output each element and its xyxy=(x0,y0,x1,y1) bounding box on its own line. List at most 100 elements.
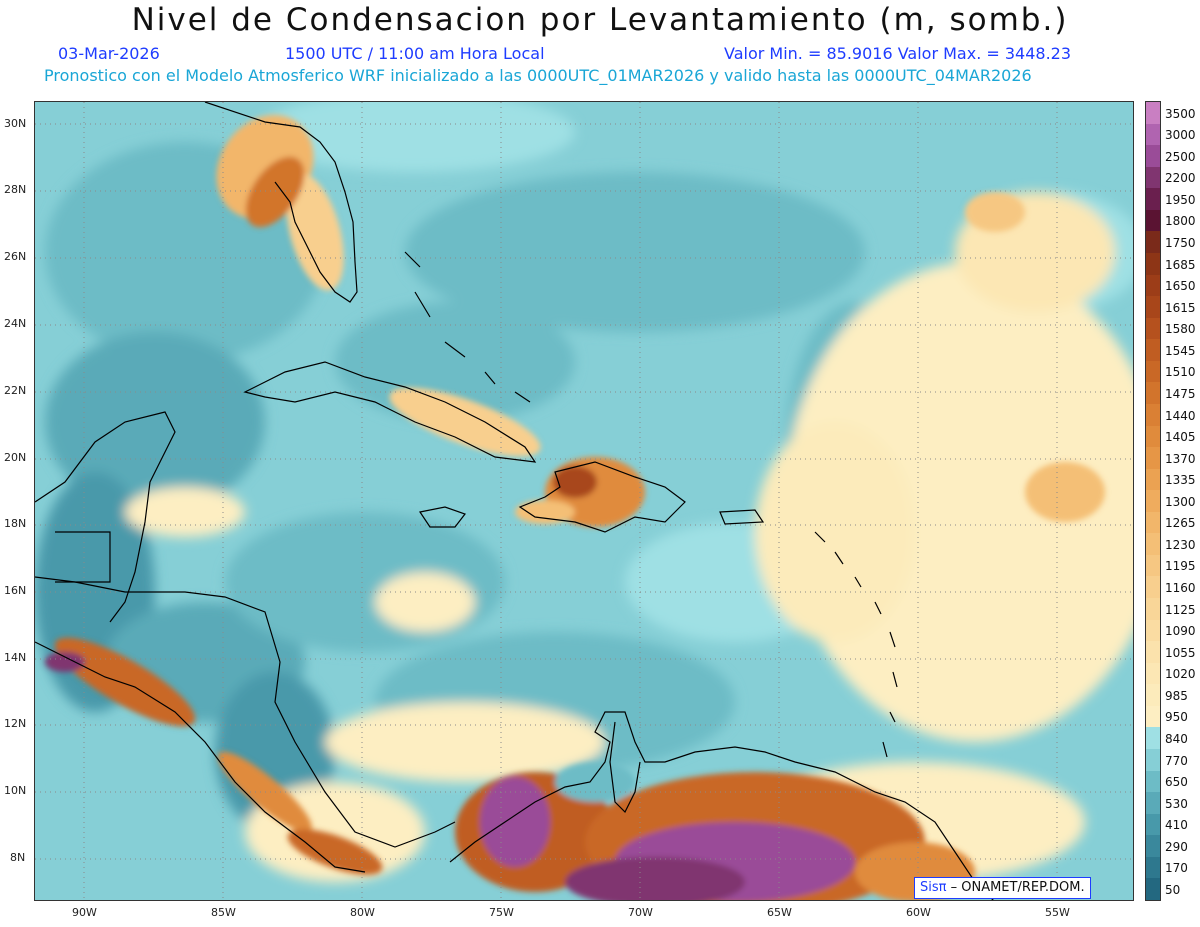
color-scale-cell xyxy=(1146,511,1160,534)
color-scale-cell xyxy=(1146,123,1160,146)
color-scale-cell xyxy=(1146,360,1160,383)
lcl-field-map xyxy=(35,102,1133,900)
color-scale-cell xyxy=(1146,447,1160,470)
color-scale-cell xyxy=(1146,166,1160,189)
color-scale-label: 1750 xyxy=(1165,235,1196,250)
color-scale-label: 1195 xyxy=(1165,559,1196,574)
color-scale-cell xyxy=(1146,339,1160,362)
color-scale-label: 2200 xyxy=(1165,171,1196,186)
color-scale-label: 3500 xyxy=(1165,106,1196,121)
lat-label: 12N xyxy=(4,717,27,730)
color-scale-cell xyxy=(1146,209,1160,232)
lon-label: 65W xyxy=(767,906,792,919)
color-scale-label: 1800 xyxy=(1165,214,1196,229)
color-scale-cell xyxy=(1146,598,1160,621)
forecast-date: 03-Mar-2026 xyxy=(58,44,160,63)
color-scale-label: 840 xyxy=(1165,732,1188,747)
color-scale-cell xyxy=(1146,813,1160,836)
color-scale-cell xyxy=(1146,403,1160,426)
lat-label: 28N xyxy=(4,183,27,196)
color-scale-label: 1475 xyxy=(1165,386,1196,401)
lon-label: 60W xyxy=(906,906,931,919)
color-scale-label: 1510 xyxy=(1165,365,1196,380)
color-scale-cell xyxy=(1146,770,1160,793)
lat-label: 18N xyxy=(4,517,27,530)
color-scale-label: 3000 xyxy=(1165,128,1196,143)
color-scale-cell xyxy=(1146,425,1160,448)
color-scale-label: 1230 xyxy=(1165,537,1196,552)
color-scale-cell xyxy=(1146,835,1160,858)
color-scale-cell xyxy=(1146,619,1160,642)
color-scale-cell xyxy=(1146,274,1160,297)
color-scale-cell xyxy=(1146,684,1160,707)
color-scale-label: 1055 xyxy=(1165,645,1196,660)
coastlines xyxy=(35,102,994,900)
color-scale-label: 290 xyxy=(1165,839,1188,854)
min-max-values: Valor Min. = 85.9016 Valor Max. = 3448.2… xyxy=(724,44,1072,63)
color-scale-cell xyxy=(1146,749,1160,772)
color-scale-label: 1545 xyxy=(1165,343,1196,358)
color-scale-label: 1160 xyxy=(1165,581,1196,596)
lon-label: 55W xyxy=(1045,906,1070,919)
color-scale-cell xyxy=(1146,317,1160,340)
lat-label: 20N xyxy=(4,451,27,464)
color-scale-label: 650 xyxy=(1165,775,1188,790)
color-scale-label: 950 xyxy=(1165,710,1188,725)
color-scale-cell xyxy=(1146,856,1160,879)
color-scale-cell xyxy=(1146,554,1160,577)
map-title: Nivel de Condensacion por Levantamiento … xyxy=(131,2,1069,38)
model-info: Pronostico con el Modelo Atmosferico WRF… xyxy=(44,66,1032,85)
lon-label: 80W xyxy=(350,906,375,919)
color-scale-cell xyxy=(1146,662,1160,685)
color-scale-cell xyxy=(1146,231,1160,254)
color-scale-label: 530 xyxy=(1165,796,1188,811)
lat-label: 16N xyxy=(4,584,27,597)
credit-badge: Sisπ – ONAMET/REP.DOM. xyxy=(914,877,1091,899)
color-scale-cell xyxy=(1146,727,1160,750)
color-scale-cell xyxy=(1146,878,1160,901)
color-scale-cell xyxy=(1146,468,1160,491)
lon-label: 75W xyxy=(489,906,514,919)
lon-label: 90W xyxy=(72,906,97,919)
sispi-logo: Sisπ xyxy=(920,880,947,895)
color-scale-label: 1335 xyxy=(1165,473,1196,488)
color-scale-label: 1125 xyxy=(1165,602,1196,617)
lon-label: 85W xyxy=(211,906,236,919)
color-scale-cell xyxy=(1146,252,1160,276)
lat-label: 8N xyxy=(10,851,26,864)
color-scale-cell xyxy=(1146,382,1160,405)
color-scale-label: 1405 xyxy=(1165,430,1196,445)
color-scale-label: 2500 xyxy=(1165,149,1196,164)
color-scale-label: 770 xyxy=(1165,753,1188,768)
color-scale-bar xyxy=(1145,101,1161,901)
color-scale-label: 1440 xyxy=(1165,408,1196,423)
color-scale-label: 410 xyxy=(1165,818,1188,833)
lat-label: 10N xyxy=(4,784,27,797)
forecast-time: 1500 UTC / 11:00 am Hora Local xyxy=(285,44,545,63)
color-scale-cell xyxy=(1146,792,1160,815)
color-scale-label: 1370 xyxy=(1165,451,1196,466)
color-scale-label: 985 xyxy=(1165,688,1188,703)
color-scale-label: 1265 xyxy=(1165,516,1196,531)
color-scale-cell xyxy=(1146,102,1160,125)
color-scale-cell xyxy=(1146,576,1160,599)
color-scale-cell xyxy=(1146,705,1160,728)
lon-label: 70W xyxy=(628,906,653,919)
color-scale-cell xyxy=(1146,188,1160,211)
color-scale-label: 170 xyxy=(1165,861,1188,876)
color-scale-label: 1090 xyxy=(1165,624,1196,639)
color-scale-label: 50 xyxy=(1165,883,1181,897)
color-scale-cell xyxy=(1146,641,1160,664)
color-scale-label: 1020 xyxy=(1165,667,1196,682)
credit-text: – ONAMET/REP.DOM. xyxy=(950,880,1085,895)
lat-label: 14N xyxy=(4,651,27,664)
color-scale-label: 1615 xyxy=(1165,300,1196,315)
color-scale-cell xyxy=(1146,145,1160,168)
lat-label: 24N xyxy=(4,317,27,330)
color-scale-label: 1300 xyxy=(1165,494,1196,509)
lat-label: 30N xyxy=(4,117,27,130)
color-scale-cell xyxy=(1146,296,1160,319)
color-scale-label: 1685 xyxy=(1165,257,1196,272)
lat-label: 26N xyxy=(4,250,27,263)
color-scale-cell xyxy=(1146,533,1160,556)
